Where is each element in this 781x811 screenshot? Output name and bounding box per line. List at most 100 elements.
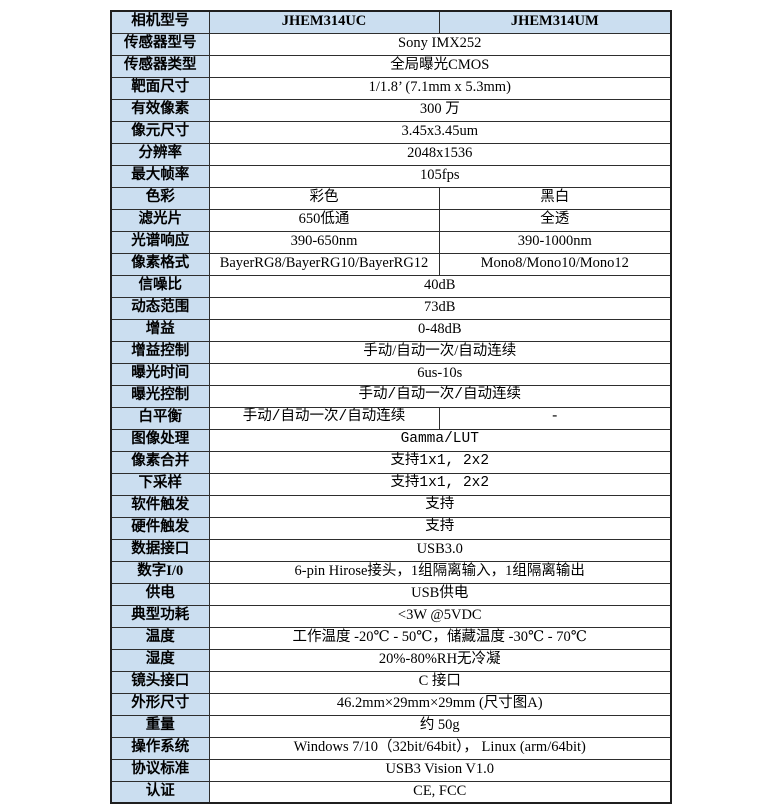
row-value-cell: USB3.0 [208, 538, 672, 562]
spec-row: 硬件触发 支持 [110, 516, 672, 540]
row-label-cell: 协议标准 [110, 758, 210, 782]
spec-row: 最大帧率 105fps [110, 164, 672, 188]
row-label-cell: 增益控制 [110, 340, 210, 364]
spec-row: 像元尺寸 3.45x3.45um [110, 120, 672, 144]
row-label-cell: 像素合并 [110, 450, 210, 474]
row-value-cell: 3.45x3.45um [208, 120, 672, 144]
row-value-cell: 手动/自动一次/自动连续 [208, 340, 672, 364]
model-header-cell: JHEM314UC [208, 10, 440, 34]
spec-row: 曝光控制 手动/自动一次/自动连续 [110, 384, 672, 408]
spec-row: 下采样 支持1x1, 2x2 [110, 472, 672, 496]
row-value-cell: Sony IMX252 [208, 32, 672, 56]
row-label-cell: 光谱响应 [110, 230, 210, 254]
row-label-cell: 色彩 [110, 186, 210, 210]
row-value-cell: 2048x1536 [208, 142, 672, 166]
row-value-cell: 20%-80%RH无冷凝 [208, 648, 672, 672]
spec-row: 增益 0-48dB [110, 318, 672, 342]
spec-row: 光谱响应 390-650nm 390-1000nm [110, 230, 672, 254]
spec-row: 信噪比 40dB [110, 274, 672, 298]
row-value-cell: 黑白 [438, 186, 672, 210]
row-value-cell: USB3 Vision V1.0 [208, 758, 672, 782]
row-label-cell: 有效像素 [110, 98, 210, 122]
spec-row: 有效像素 300 万 [110, 98, 672, 122]
spec-row: 供电 USB供电 [110, 582, 672, 606]
spec-row: 分辨率 2048x1536 [110, 142, 672, 166]
row-label-cell: 动态范围 [110, 296, 210, 320]
spec-row: 协议标准 USB3 Vision V1.0 [110, 758, 672, 782]
row-value-cell: Gamma/LUT [208, 428, 672, 452]
spec-row: 传感器类型 全局曝光CMOS [110, 54, 672, 78]
row-label-cell: 最大帧率 [110, 164, 210, 188]
row-label-cell: 曝光控制 [110, 384, 210, 408]
row-label-cell: 传感器型号 [110, 32, 210, 56]
spec-row: 动态范围 73dB [110, 296, 672, 320]
row-label-cell: 信噪比 [110, 274, 210, 298]
spec-row: 温度 工作温度 -20℃ - 50℃，储藏温度 -30℃ - 70℃ [110, 626, 672, 650]
model-header-cell: JHEM314UM [438, 10, 672, 34]
spec-row: 像素格式 BayerRG8/BayerRG10/BayerRG12 Mono8/Mo… [110, 252, 672, 276]
row-value-cell: 6us-10s [208, 362, 672, 386]
row-label-cell: 湿度 [110, 648, 210, 672]
row-label-cell: 软件触发 [110, 494, 210, 518]
spec-row: 数据接口 USB3.0 [110, 538, 672, 562]
spec-row: 滤光片 650低通 全透 [110, 208, 672, 232]
header-label-cell: 相机型号 [110, 10, 210, 34]
row-label-cell: 重量 [110, 714, 210, 738]
row-label-cell: 认证 [110, 780, 210, 804]
row-value-cell: CE, FCC [208, 780, 672, 804]
spec-row: 增益控制 手动/自动一次/自动连续 [110, 340, 672, 364]
row-value-cell: 390-1000nm [438, 230, 672, 254]
row-label-cell: 典型功耗 [110, 604, 210, 628]
spec-row: 传感器型号 Sony IMX252 [110, 32, 672, 56]
row-label-cell: 增益 [110, 318, 210, 342]
spec-row: 认证 CE, FCC [110, 780, 672, 804]
row-label-cell: 分辨率 [110, 142, 210, 166]
spec-row: 白平衡 手动/自动一次/自动连续 - [110, 406, 672, 430]
row-label-cell: 下采样 [110, 472, 210, 496]
row-value-cell: <3W @5VDC [208, 604, 672, 628]
row-value-cell: 300 万 [208, 98, 672, 122]
row-value-cell: 彩色 [208, 186, 440, 210]
row-label-cell: 图像处理 [110, 428, 210, 452]
spec-row: 典型功耗 <3W @5VDC [110, 604, 672, 628]
spec-row: 数字I/0 6-pin Hirose接头，1组隔离输入，1组隔离输出 [110, 560, 672, 584]
row-value-cell: C 接口 [208, 670, 672, 694]
row-value-cell: 支持 [208, 494, 672, 518]
row-value-cell: Mono8/Mono10/Mono12 [438, 252, 672, 276]
row-value-cell: 0-48dB [208, 318, 672, 342]
row-value-cell: 支持1x1, 2x2 [208, 450, 672, 474]
row-value-cell: 约 50g [208, 714, 672, 738]
row-value-cell: 手动/自动一次/自动连续 [208, 384, 672, 408]
spec-row: 重量约 50g [110, 714, 672, 738]
row-value-cell: BayerRG8/BayerRG10/BayerRG12 [208, 252, 440, 276]
row-label-cell: 曝光时间 [110, 362, 210, 386]
row-label-cell: 外形尺寸 [110, 692, 210, 716]
row-value-cell: 1/1.8’ (7.1mm x 5.3mm) [208, 76, 672, 100]
row-label-cell: 滤光片 [110, 208, 210, 232]
row-value-cell: 73dB [208, 296, 672, 320]
row-label-cell: 像元尺寸 [110, 120, 210, 144]
spec-row: 图像处理 Gamma/LUT [110, 428, 672, 452]
spec-row: 色彩 彩色 黑白 [110, 186, 672, 210]
row-label-cell: 像素格式 [110, 252, 210, 276]
row-label-cell: 操作系统 [110, 736, 210, 760]
spec-row: 曝光时间 6us-10s [110, 362, 672, 386]
spec-row: 软件触发 支持 [110, 494, 672, 518]
row-label-cell: 靶面尺寸 [110, 76, 210, 100]
row-label-cell: 数字I/0 [110, 560, 210, 584]
row-value-cell: 支持 [208, 516, 672, 540]
row-label-cell: 硬件触发 [110, 516, 210, 540]
spec-table-body: 相机型号 JHEM314UC JHEM314UM 传感器型号 Sony IMX252 传感… [110, 10, 672, 804]
row-value-cell: 40dB [208, 274, 672, 298]
row-value-cell: 全透 [438, 208, 672, 232]
spec-row: 操作系统 Windows 7/10（32bit/64bit）， Linux (ar… [110, 736, 672, 760]
spec-row: 镜头接口 C 接口 [110, 670, 672, 694]
row-label-cell: 温度 [110, 626, 210, 650]
row-value-cell: 46.2mm×29mm×29mm (尺寸图A) [208, 692, 672, 716]
camera-spec-table: 相机型号 JHEM314UC JHEM314UM 传感器型号 Sony IMX252 传感… [110, 10, 672, 804]
spec-row: 外形尺寸 46.2mm×29mm×29mm (尺寸图A) [110, 692, 672, 716]
spec-row: 像素合并 支持1x1, 2x2 [110, 450, 672, 474]
row-value-cell: 390-650nm [208, 230, 440, 254]
row-label-cell: 供电 [110, 582, 210, 606]
